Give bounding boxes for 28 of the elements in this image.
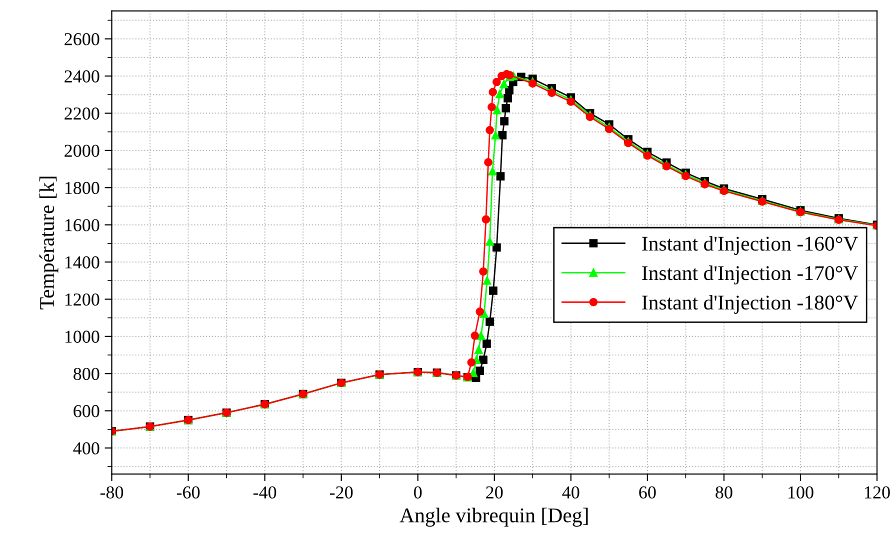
y-tick-label: 800 bbox=[74, 368, 100, 380]
x-tick-label: -60 bbox=[176, 486, 200, 499]
x-tick-label: 100 bbox=[788, 486, 814, 499]
x-tick-label: 120 bbox=[865, 486, 890, 499]
legend-label: Instant d'Injection -160°V bbox=[642, 236, 858, 255]
y-tick-label: 2200 bbox=[64, 108, 100, 120]
y-tick-label: 1800 bbox=[65, 182, 100, 194]
legend-label: Instant d'Injection -170°V bbox=[642, 266, 858, 284]
x-tick-label: 80 bbox=[716, 486, 732, 499]
y-tick-label: 2000 bbox=[64, 144, 100, 157]
y-tick-label: 2600 bbox=[64, 33, 100, 46]
y-tick-label: 1000 bbox=[65, 330, 100, 343]
x-tick-label: -80 bbox=[100, 486, 124, 499]
y-tick-label: 1400 bbox=[65, 256, 100, 268]
y-tick-label: 600 bbox=[74, 405, 100, 418]
x-tick-label: -40 bbox=[253, 486, 276, 499]
legend-label: Instant d'Injection -180°V bbox=[642, 294, 858, 314]
x-tick-label: 0 bbox=[414, 486, 422, 499]
x-tick-label: 40 bbox=[562, 486, 580, 499]
x-tick-label: 60 bbox=[639, 486, 656, 499]
y-axis-title: Température [k] bbox=[39, 176, 58, 310]
y-tick-label: 2400 bbox=[64, 70, 100, 82]
y-tick-label: 400 bbox=[73, 442, 100, 454]
y-tick-label: 1200 bbox=[65, 293, 100, 306]
x-tick-label: 20 bbox=[486, 486, 503, 499]
y-tick-label: 1600 bbox=[65, 219, 100, 232]
x-tick-label: -20 bbox=[330, 486, 353, 499]
x-axis-title: Angle vibrequin [Deg] bbox=[400, 508, 588, 527]
